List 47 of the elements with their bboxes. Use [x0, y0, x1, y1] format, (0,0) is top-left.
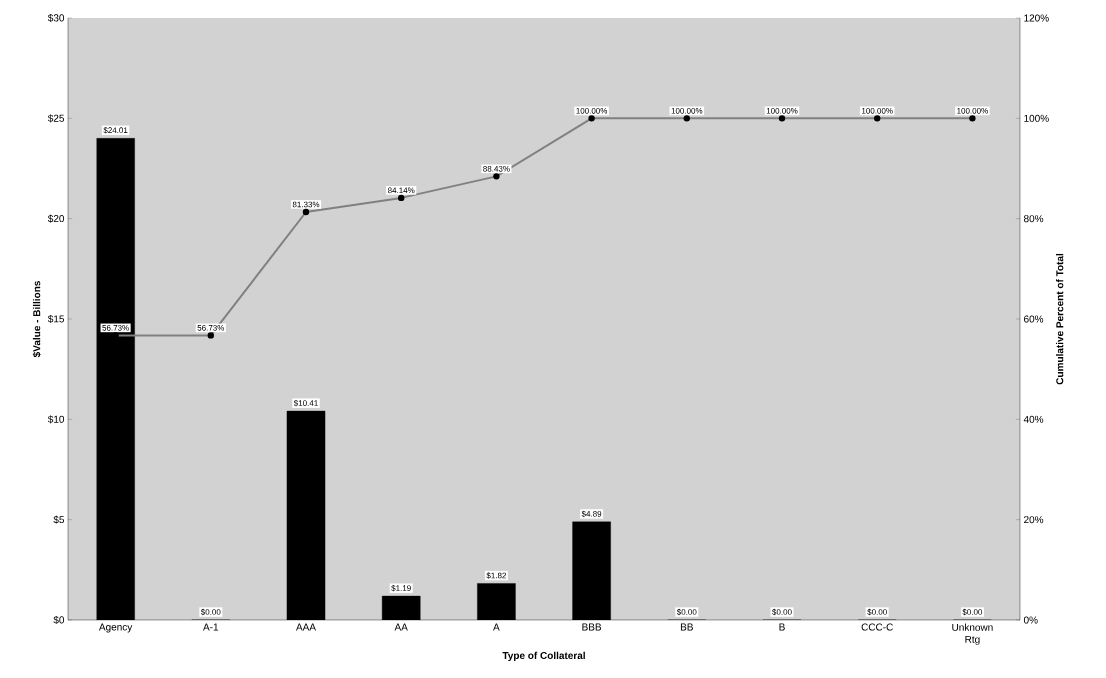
y-tick-label: $25	[47, 114, 65, 123]
y-tick-label: $0	[53, 615, 65, 625]
y2-tick-label: 80%	[1023, 215, 1044, 223]
x-tick-label: A-1	[203, 623, 219, 631]
data-label: 81.33%	[292, 201, 320, 208]
data-label: 100.00%	[576, 107, 608, 114]
data-label: $24.01	[103, 127, 128, 134]
data-label: $0.00	[867, 608, 887, 616]
y2-tick-label: 100%	[1024, 114, 1049, 122]
y-axis-title: $Value - Billions	[32, 281, 41, 358]
data-label: 100.00%	[766, 107, 798, 114]
data-label: $0.00	[676, 608, 697, 616]
x-tick-label: A	[493, 623, 500, 631]
x-tick-label: AAA	[296, 623, 316, 631]
x-tick-label: CCC-C	[861, 623, 893, 631]
data-label: 100.00%	[957, 107, 988, 114]
x-tick-label: Unknown Rtg	[952, 623, 993, 645]
y2-tick-label: 0%	[1023, 616, 1038, 624]
data-label: $1.19	[391, 584, 411, 592]
y-tick-label: $10	[47, 415, 65, 424]
data-label: 100.00%	[671, 107, 703, 114]
x-tick-label: BBB	[582, 623, 602, 631]
y2-tick-label: 60%	[1024, 315, 1044, 323]
data-label: $1.82	[486, 572, 507, 579]
y2-tick-label: 40%	[1023, 415, 1044, 423]
x-tick-label: BB	[680, 623, 693, 631]
y2-tick-label: 120%	[1024, 14, 1049, 22]
y-tick-label: $5	[53, 515, 65, 524]
x-tick-label: AA	[394, 623, 408, 631]
x-tick-label: B	[779, 623, 785, 631]
data-label: $0.00	[772, 608, 792, 616]
data-label: $10.41	[293, 399, 318, 407]
x-tick-label: Agency	[98, 623, 133, 633]
data-label: $4.89	[581, 510, 602, 518]
data-label: 88.43%	[483, 166, 510, 172]
data-label: 56.73%	[197, 325, 225, 331]
data-label: $0.00	[962, 608, 983, 616]
data-label: $0.00	[200, 608, 221, 616]
data-label: 56.73%	[102, 325, 129, 331]
y2-axis-title: Cumulative Percent of Total	[1055, 253, 1064, 385]
y2-tick-label: 20%	[1024, 516, 1044, 524]
x-axis-title: Type of Collateral	[502, 651, 585, 662]
y-tick-label: $30	[47, 13, 65, 23]
data-label: 100.00%	[862, 107, 893, 114]
y-tick-label: $20	[47, 214, 65, 223]
data-label: 84.14%	[387, 187, 415, 194]
y-tick-label: $15	[47, 314, 65, 324]
